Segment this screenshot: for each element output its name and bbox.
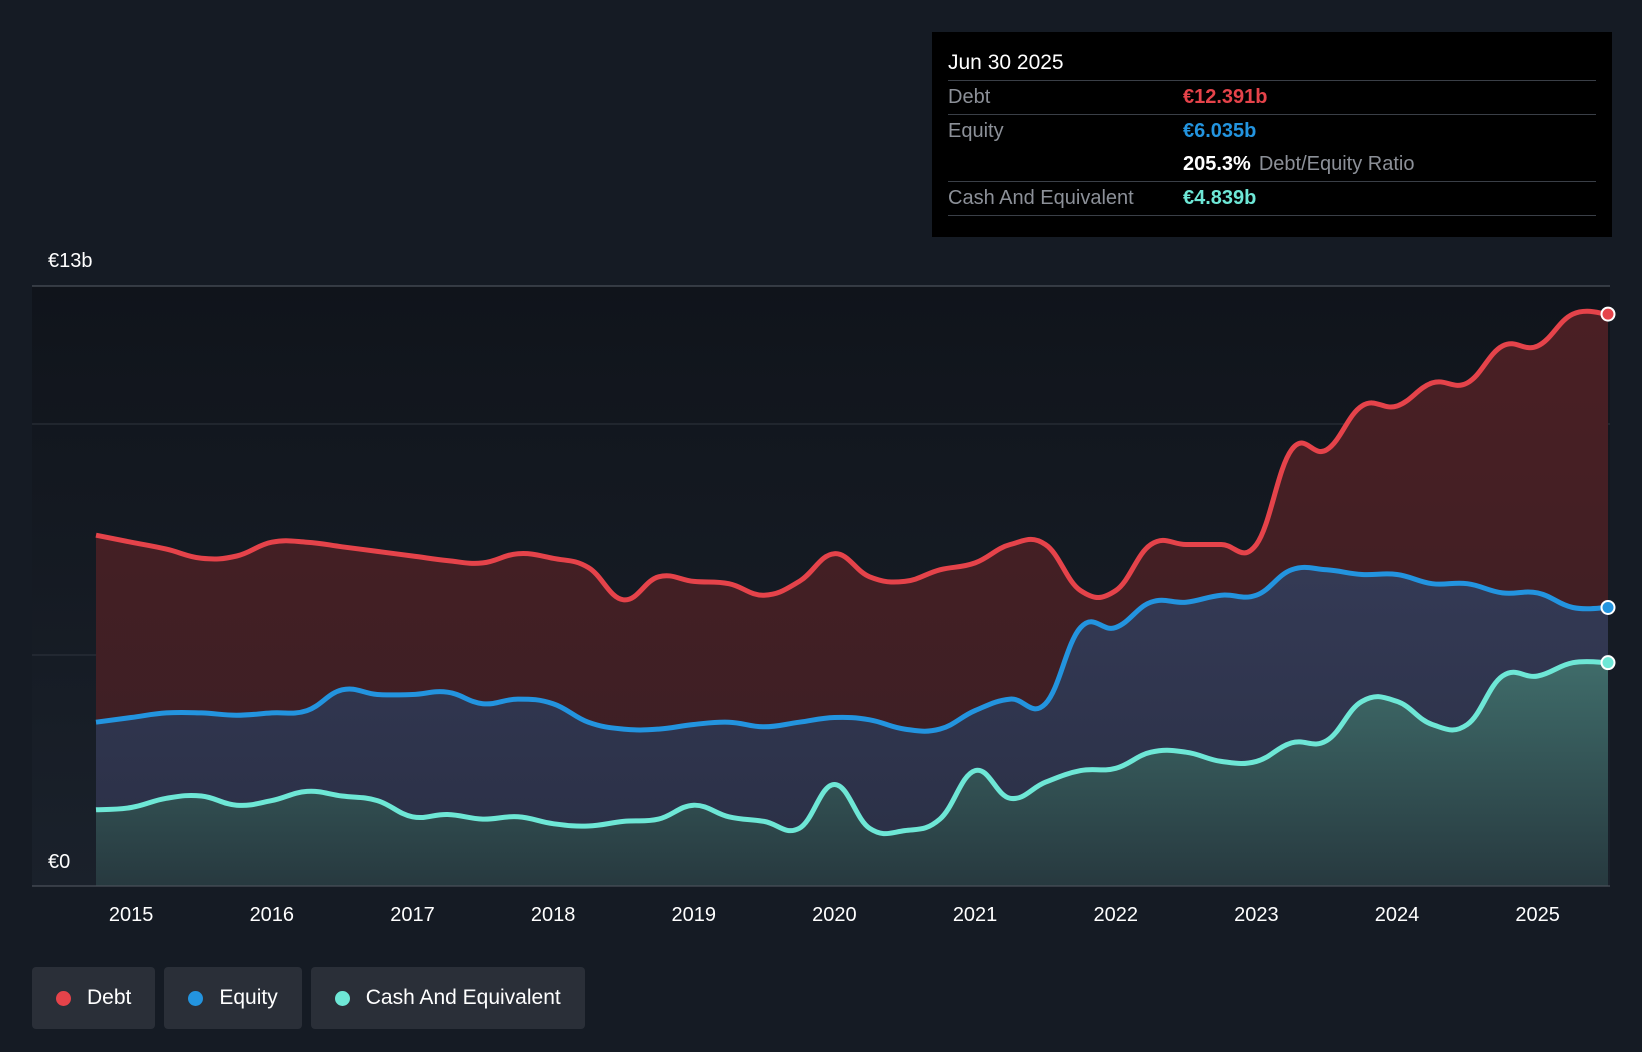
x-tick-label-2019: 2019 bbox=[672, 904, 717, 926]
x-tick-label-2020: 2020 bbox=[812, 904, 857, 926]
chart-legend: Debt Equity Cash And Equivalent bbox=[32, 967, 585, 1029]
x-tick-label-2016: 2016 bbox=[250, 904, 295, 926]
tooltip-cash-value: €4.839b bbox=[1183, 187, 1257, 209]
equity-line bbox=[95, 564, 1609, 734]
x-tick-label-2017: 2017 bbox=[390, 904, 435, 926]
legend-dot-debt bbox=[56, 990, 71, 1006]
x-tick-label-2022: 2022 bbox=[1093, 904, 1138, 926]
tooltip-cash-label: Cash And Equivalent bbox=[948, 187, 1134, 209]
y-axis-max-label: €13b bbox=[48, 250, 93, 272]
cash-area bbox=[96, 661, 1608, 886]
equity-end-marker bbox=[1600, 599, 1616, 615]
x-tick-label-2021: 2021 bbox=[953, 904, 998, 926]
x-tick-label-2024: 2024 bbox=[1375, 904, 1420, 926]
legend-label-equity: Equity bbox=[219, 986, 278, 1009]
legend-item-cash[interactable]: Cash And Equivalent bbox=[310, 967, 585, 1029]
tooltip-equity-row: Equity €6.035b bbox=[948, 114, 1596, 148]
legend-label-debt: Debt bbox=[87, 986, 132, 1009]
tooltip-cash-row: Cash And Equivalent €4.839b bbox=[948, 181, 1596, 216]
legend-dot-cash bbox=[334, 990, 350, 1006]
debt-end-marker bbox=[1600, 306, 1616, 322]
chart-tooltip: Jun 30 2025 Debt €12.391b Equity €6.035b… bbox=[932, 32, 1612, 237]
legend-dot-equity bbox=[188, 990, 204, 1006]
legend-label-cash: Cash And Equivalent bbox=[365, 986, 561, 1009]
tooltip-debt-row: Debt €12.391b bbox=[948, 80, 1596, 114]
tooltip-ratio-value: 205.3% bbox=[1183, 153, 1251, 175]
x-tick-label-2025: 2025 bbox=[1515, 904, 1560, 926]
tooltip-debt-value: €12.391b bbox=[1183, 86, 1268, 108]
tooltip-debt-label: Debt bbox=[948, 86, 991, 108]
cash-end-marker bbox=[1600, 655, 1616, 671]
x-tick-label-2015: 2015 bbox=[109, 904, 154, 926]
debt-line bbox=[95, 308, 1609, 603]
tooltip-ratio-label: Debt/Equity Ratio bbox=[1258, 153, 1415, 175]
tooltip-ratio-row: 205.3% Debt/Equity Ratio bbox=[948, 148, 1596, 181]
tooltip-equity-value: €6.035b bbox=[1183, 120, 1257, 142]
x-tick-label-2018: 2018 bbox=[531, 904, 576, 926]
cash-line bbox=[95, 659, 1609, 837]
legend-item-equity[interactable]: Equity bbox=[164, 967, 302, 1029]
legend-item-debt[interactable]: Debt bbox=[32, 967, 156, 1029]
tooltip-equity-label: Equity bbox=[948, 120, 1004, 142]
x-tick-label-2023: 2023 bbox=[1234, 904, 1279, 926]
y-axis-min-label: €0 bbox=[48, 851, 71, 873]
tooltip-date: Jun 30 2025 bbox=[948, 51, 1064, 74]
